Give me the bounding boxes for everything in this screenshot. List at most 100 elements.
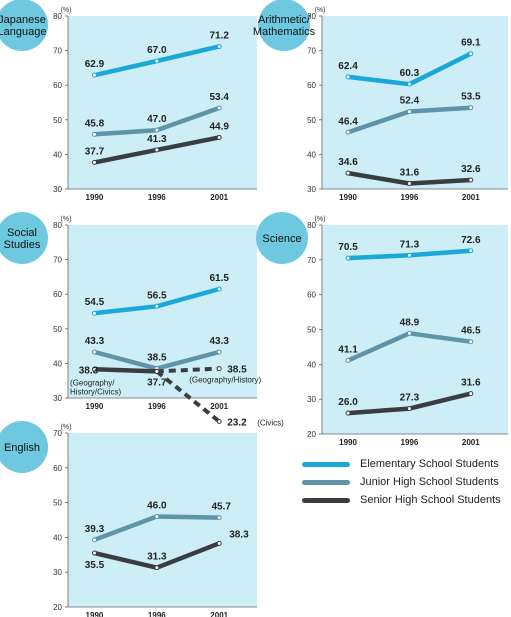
data-label: 52.4: [400, 95, 420, 106]
y-tick-label: 80: [307, 12, 316, 21]
y-tick-label: 70: [307, 256, 316, 265]
data-point: [345, 358, 351, 364]
x-tick-label: 2001: [210, 611, 228, 617]
y-tick-label: 40: [307, 150, 316, 159]
data-label: 38.5: [147, 353, 167, 364]
y-tick-label: 40: [53, 359, 62, 368]
data-label: 48.9: [400, 317, 420, 328]
data-point: [345, 255, 351, 261]
y-unit-label: (%): [61, 216, 72, 223]
annotation-start-note: History/Civics): [70, 387, 121, 396]
y-unit-label: (%): [315, 7, 326, 14]
y-tick-label: 70: [53, 47, 62, 56]
chart-panel-0: 30 40 50 60 70 80(%) 1990 1996 2001 62.9 67.0 71.2 4…: [0, 0, 257, 202]
legend: Elementary School Students Junior High S…: [302, 455, 507, 509]
data-label: 44.9: [209, 121, 229, 132]
data-point: [468, 391, 474, 397]
data-label: 27.3: [400, 393, 420, 404]
subject-label: Mathematics: [253, 26, 316, 38]
data-label: 41.1: [338, 345, 358, 356]
data-label: 72.6: [461, 235, 481, 246]
data-point: [406, 406, 412, 412]
data-point: [345, 74, 351, 80]
data-label: 35.5: [85, 560, 105, 571]
y-unit-label: (%): [61, 424, 72, 431]
x-tick-label: 1996: [401, 193, 419, 202]
legend-swatch-senior: [302, 497, 350, 503]
data-point: [406, 330, 412, 336]
x-tick-label: 2001: [210, 402, 228, 411]
data-point: [154, 147, 160, 153]
chart-panel-4: 20 30 40 50 60 70(%) 1990 1996 2001 39.3 46.0 45.7 3…: [0, 421, 257, 617]
data-point: [216, 286, 222, 292]
y-tick-label: 80: [53, 12, 62, 21]
data-point: [216, 515, 222, 521]
y-tick-label: 60: [53, 81, 62, 90]
data-label: 45.7: [211, 502, 231, 513]
data-label: 23.2: [227, 418, 247, 429]
data-label: 62.4: [338, 61, 358, 72]
data-point: [216, 349, 222, 355]
data-label: 53.5: [461, 92, 481, 103]
data-label: 46.0: [147, 501, 167, 512]
data-label: 60.3: [400, 68, 420, 79]
data-label: 62.9: [85, 59, 105, 70]
data-point: [91, 131, 97, 137]
data-label: 41.3: [147, 134, 167, 145]
series-line-senior: [92, 367, 160, 374]
y-tick-label: 80: [307, 221, 316, 230]
x-tick-label: 1990: [86, 402, 104, 411]
data-label: 31.6: [400, 167, 420, 178]
y-tick-label: 80: [53, 221, 62, 230]
subject-label: Studies: [4, 239, 41, 251]
data-point: [406, 81, 412, 87]
data-label: 43.3: [209, 336, 229, 347]
data-point: [216, 105, 222, 111]
data-label: 46.4: [338, 116, 358, 127]
data-point: [345, 410, 351, 416]
data-point: [91, 310, 97, 316]
data-point: [154, 368, 160, 374]
data-label: 31.6: [461, 378, 481, 389]
data-point: [154, 127, 160, 133]
data-point: [468, 51, 474, 57]
x-tick-label: 1990: [339, 193, 357, 202]
data-point: [216, 134, 222, 140]
y-tick-label: 30: [307, 395, 316, 404]
legend-label-junior: Junior High School Students: [360, 476, 499, 488]
data-label: 53.4: [209, 92, 229, 103]
y-unit-label: (%): [315, 216, 326, 223]
y-tick-label: 30: [53, 394, 62, 403]
data-point: [468, 248, 474, 254]
y-tick-label: 20: [307, 430, 316, 439]
subject-label: Science: [262, 233, 301, 245]
chart-panel-3: 20 30 40 50 60 70 80(%) 1990 1996 2001 70.5 71.3 72.…: [256, 212, 508, 447]
data-point: [216, 43, 222, 49]
data-label: 43.3: [85, 336, 105, 347]
x-tick-label: 1990: [86, 193, 104, 202]
data-label: 32.6: [461, 164, 481, 175]
subject-label: Language: [0, 26, 46, 38]
data-label: 39.3: [85, 524, 105, 535]
series-line-senior-dashed: [156, 366, 220, 374]
subject-label: Arithmetic/: [258, 14, 311, 26]
data-label: 69.1: [461, 38, 481, 49]
x-tick-label: 2001: [462, 193, 480, 202]
subject-label: Social: [7, 227, 37, 239]
data-point: [406, 252, 412, 258]
data-label: 61.5: [209, 273, 229, 284]
data-point: [345, 129, 351, 135]
x-tick-label: 1996: [148, 193, 166, 202]
y-tick-label: 40: [53, 533, 62, 542]
data-label: 45.8: [85, 118, 105, 129]
data-label: 38.3: [79, 365, 99, 376]
data-label: 70.5: [338, 242, 358, 253]
y-tick-label: 50: [307, 326, 316, 335]
data-label: 67.0: [147, 45, 167, 56]
series-line-senior-dashed: [155, 369, 221, 424]
data-label: 37.7: [147, 377, 167, 388]
data-point: [91, 72, 97, 78]
data-point: [154, 58, 160, 64]
data-label: 54.5: [85, 297, 105, 308]
legend-label-senior: Senior High School Students: [360, 494, 501, 506]
